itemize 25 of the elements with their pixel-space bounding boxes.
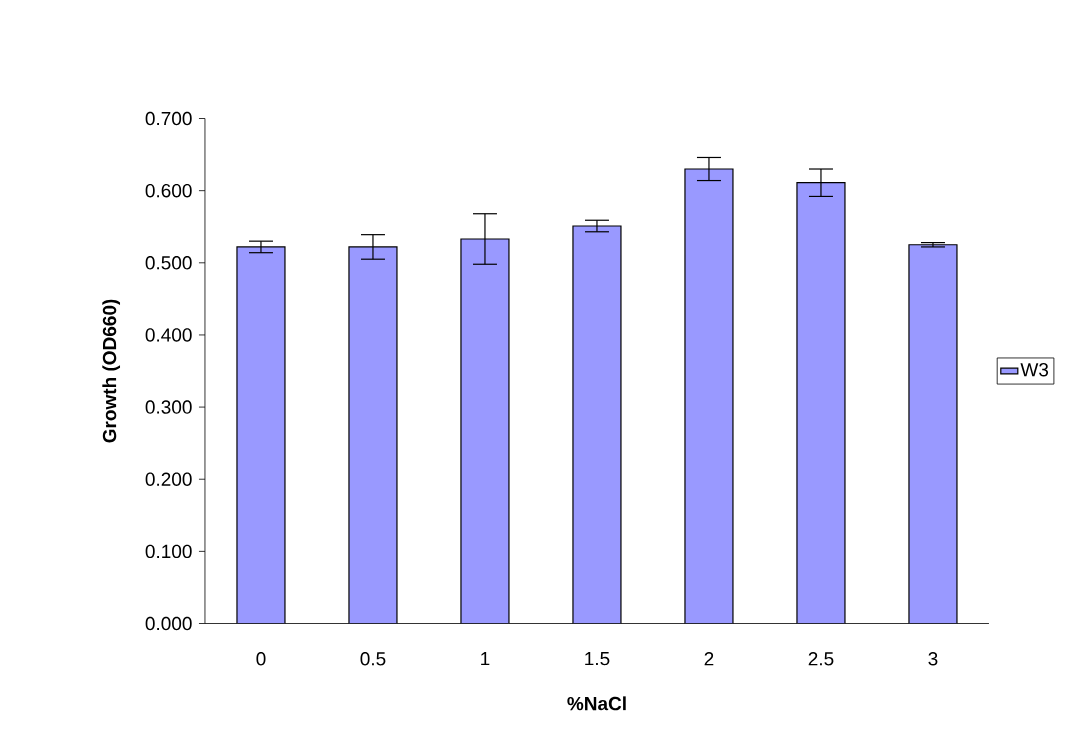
x-tick-label: 2 — [704, 652, 714, 666]
y-tick-label: 0.300 — [145, 400, 192, 414]
x-tick-label: 1.5 — [585, 652, 610, 666]
y-tick-label: 0.400 — [145, 328, 192, 342]
x-axis-title: %NaCl — [567, 696, 626, 711]
x-tick-label: 2.5 — [808, 652, 834, 666]
bar — [908, 244, 958, 624]
y-tick-label: 0.100 — [145, 544, 192, 559]
y-tick-label: 0.500 — [145, 256, 192, 270]
x-tick-label: 0.5 — [360, 652, 386, 666]
y-tick-label: 0.200 — [145, 472, 192, 486]
x-tick-label: 1 — [481, 652, 490, 666]
bar — [348, 246, 397, 624]
y-tick-label: 0.000 — [145, 616, 192, 631]
y-tick-label: 0.700 — [145, 111, 192, 126]
bar — [572, 226, 621, 624]
y-tick-label: 0.600 — [145, 183, 192, 198]
y-axis-title: Growth (OD660) — [102, 299, 121, 443]
legend-label: W3 — [1020, 362, 1049, 377]
bar — [236, 246, 285, 624]
x-tick-label: 0 — [256, 652, 266, 666]
bar — [460, 238, 509, 624]
bar — [796, 182, 845, 624]
x-tick-label: 3 — [928, 652, 938, 666]
bar — [684, 169, 733, 624]
